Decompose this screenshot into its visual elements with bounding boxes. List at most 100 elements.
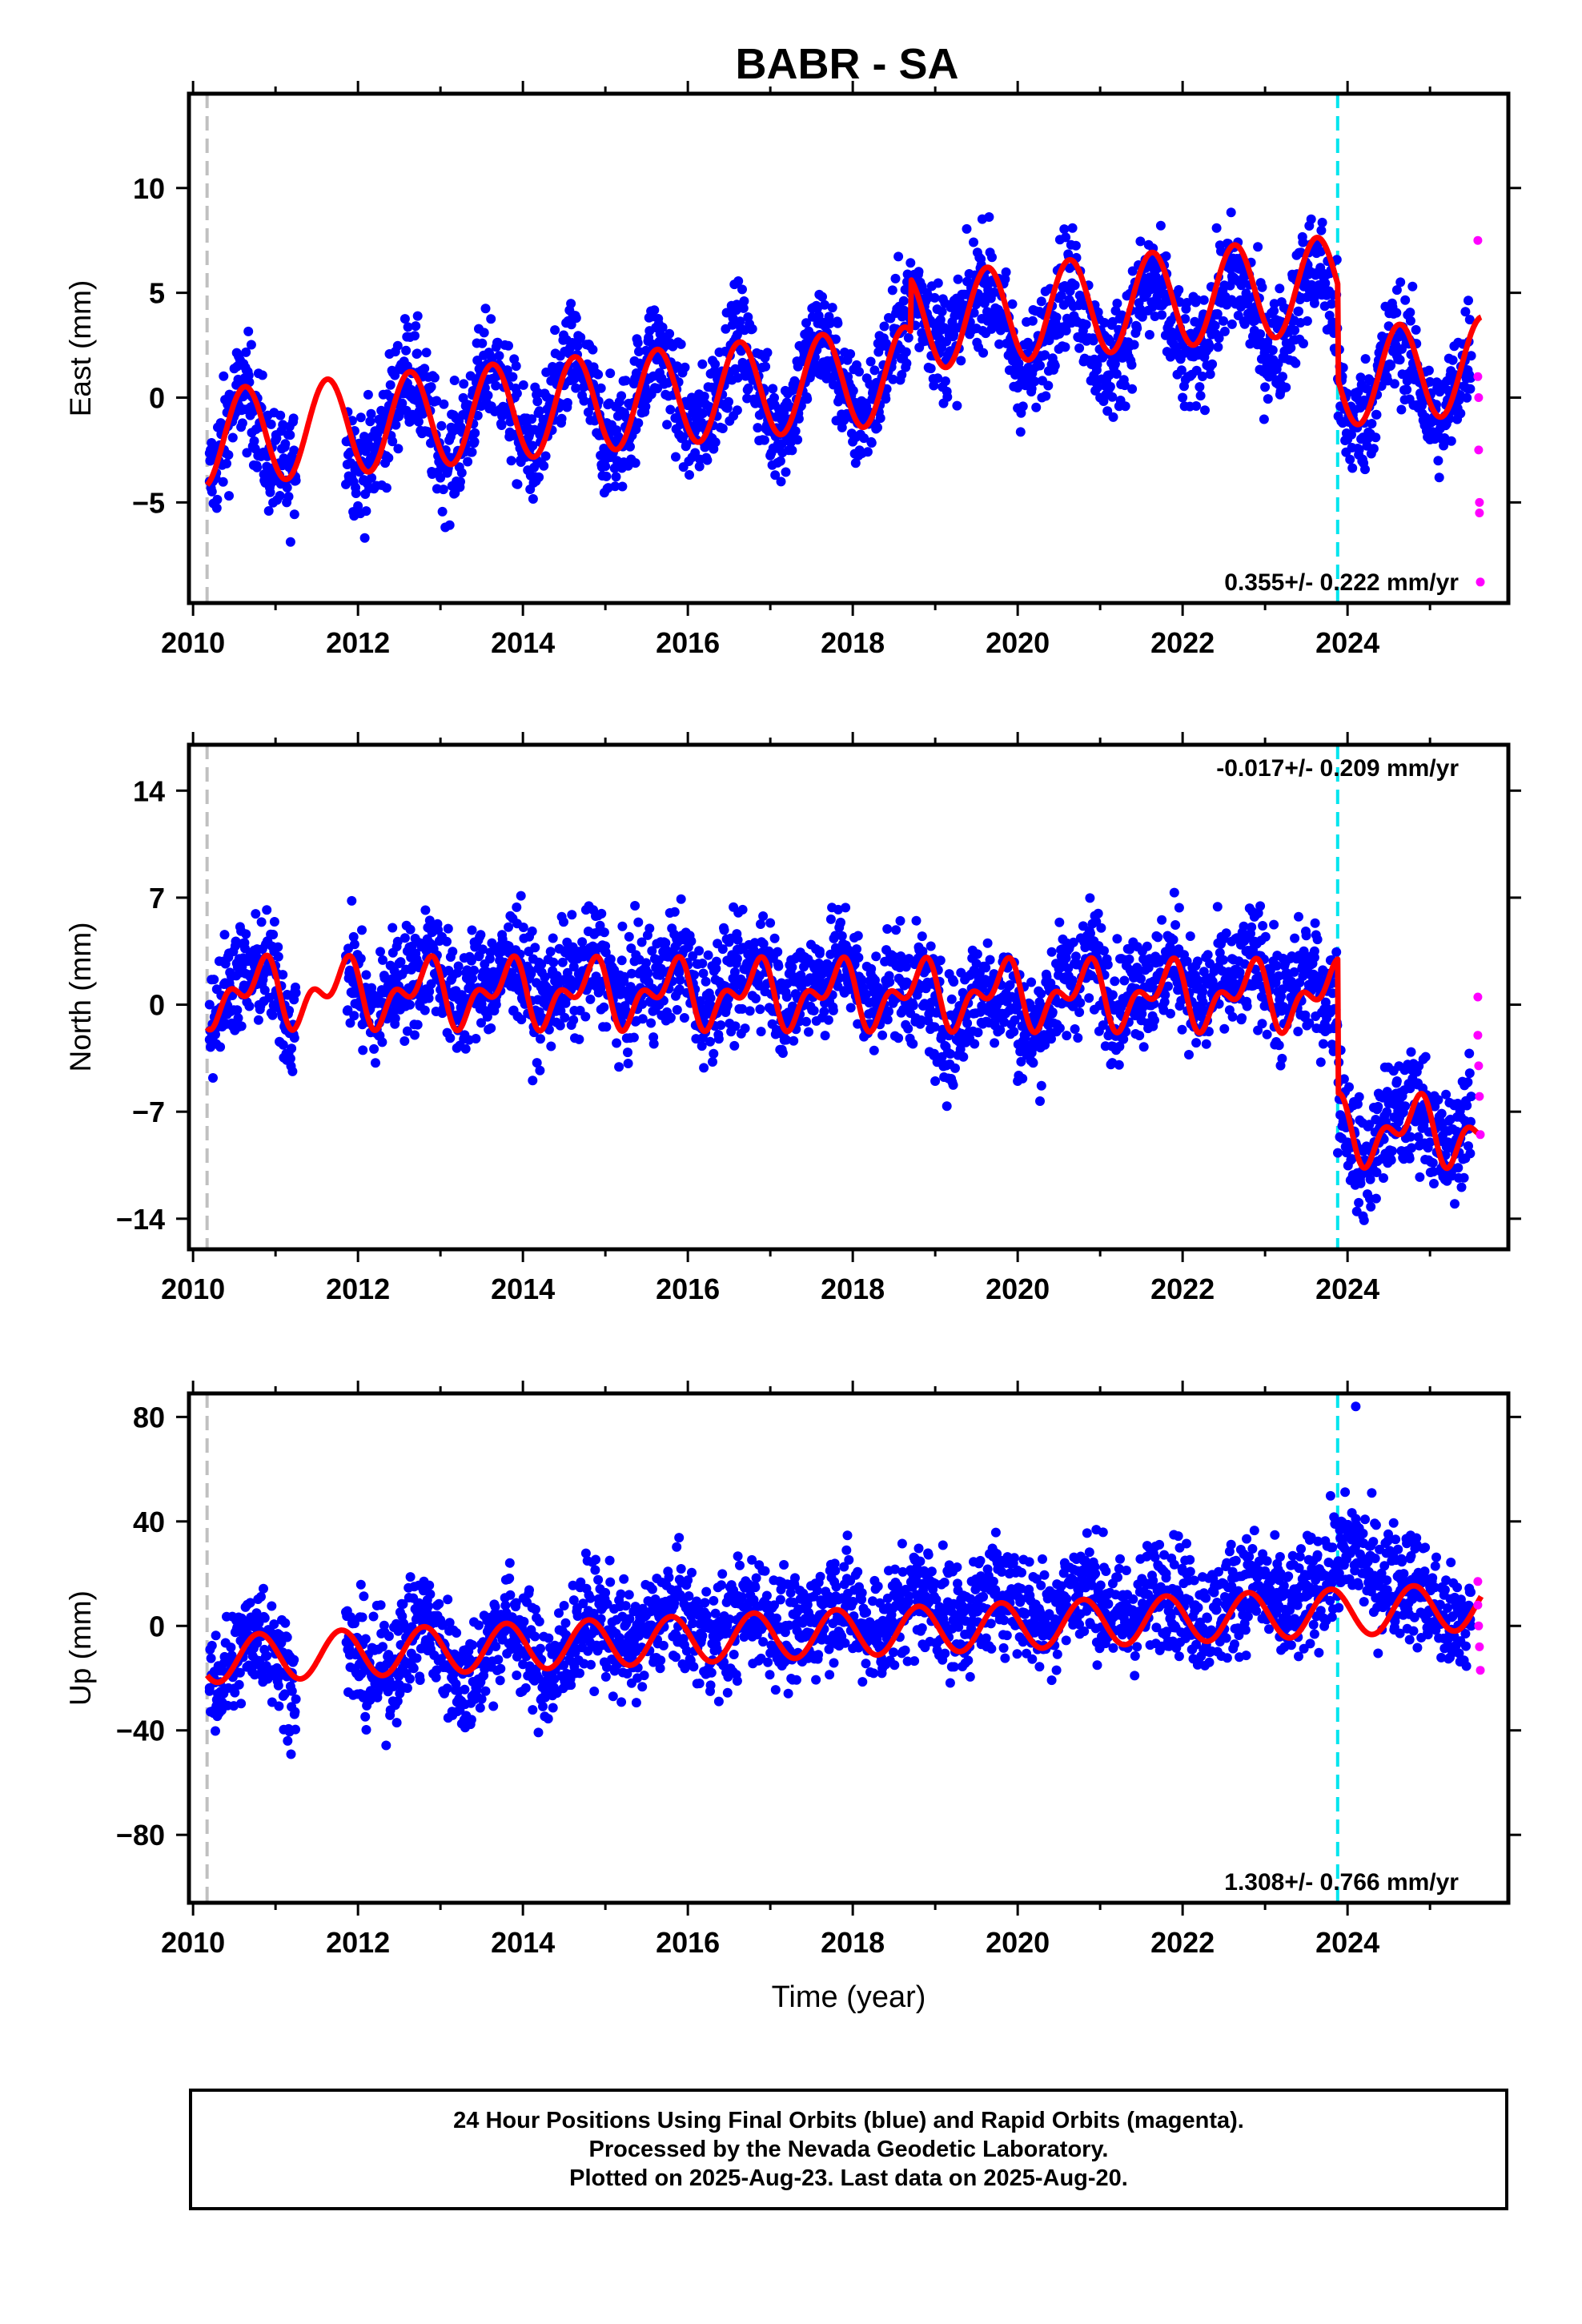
east-final-orbit-point xyxy=(556,413,567,424)
east-final-orbit-point xyxy=(1386,360,1396,371)
east-final-orbit-point xyxy=(737,284,747,295)
east-final-orbit-point xyxy=(402,361,412,372)
east-final-orbit-point xyxy=(739,296,749,306)
east-final-orbit-point xyxy=(611,472,621,482)
east-final-orbit-point xyxy=(219,371,229,381)
north-final-orbit-point xyxy=(689,970,699,980)
east-final-orbit-point xyxy=(768,384,778,394)
east-final-orbit-point xyxy=(937,307,947,317)
east-final-orbit-point xyxy=(438,485,448,495)
east-final-orbit-point xyxy=(1176,365,1186,376)
east-final-orbit-point xyxy=(1466,351,1476,361)
north-final-orbit-point xyxy=(882,1015,893,1025)
east-final-orbit-point xyxy=(508,372,518,382)
east-final-orbit-point xyxy=(1465,384,1476,394)
east-final-orbit-point xyxy=(397,398,408,408)
north-final-orbit-point xyxy=(945,1049,955,1059)
north-final-orbit-point xyxy=(820,1031,830,1041)
north-final-orbit-point xyxy=(950,1063,960,1073)
north-final-orbit-point xyxy=(471,1034,481,1043)
north-final-orbit-point xyxy=(990,1038,1000,1048)
east-final-orbit-point xyxy=(359,533,370,543)
east-final-orbit-point xyxy=(781,467,791,477)
north-final-orbit-point xyxy=(482,1011,492,1022)
north-plot-area xyxy=(204,745,1485,1249)
north-final-orbit-point xyxy=(405,924,416,935)
east-final-orbit-point xyxy=(1213,342,1223,352)
north-final-orbit-point xyxy=(1294,911,1303,922)
east-final-orbit-point xyxy=(1093,382,1103,392)
east-final-orbit-point xyxy=(833,318,843,328)
east-final-orbit-point xyxy=(540,451,551,461)
east-final-orbit-point xyxy=(1353,387,1363,397)
east-final-orbit-point xyxy=(929,380,939,391)
north-final-orbit-point xyxy=(349,1011,359,1021)
north-final-orbit-point xyxy=(1169,887,1179,898)
north-final-orbit-point xyxy=(605,954,616,964)
north-final-orbit-point xyxy=(526,968,536,979)
north-final-orbit-point xyxy=(985,955,995,965)
north-final-orbit-point xyxy=(871,951,881,962)
north-final-orbit-point xyxy=(1085,893,1095,903)
north-final-orbit-point xyxy=(424,987,435,996)
east-final-orbit-point xyxy=(283,492,294,502)
north-final-orbit-point xyxy=(636,937,647,947)
north-final-orbit-point xyxy=(949,977,959,987)
north-final-orbit-point xyxy=(804,1027,813,1037)
east-final-orbit-point xyxy=(1391,285,1402,296)
north-final-orbit-point xyxy=(256,917,267,927)
north-final-orbit-point xyxy=(528,1076,538,1086)
north-final-orbit-point xyxy=(1119,975,1130,986)
north-final-orbit-point xyxy=(619,971,629,982)
north-final-orbit-point xyxy=(1274,1040,1284,1051)
east-final-orbit-point xyxy=(1007,299,1018,309)
east-final-orbit-point xyxy=(539,460,549,471)
east-final-orbit-point xyxy=(207,486,217,497)
east-final-orbit-point xyxy=(534,472,544,482)
north-final-orbit-point xyxy=(1098,1020,1108,1031)
east-final-orbit-point xyxy=(1446,436,1456,446)
north-final-orbit-point xyxy=(637,999,648,1009)
north-final-orbit-point xyxy=(251,909,261,919)
east-final-orbit-point xyxy=(921,287,932,298)
east-final-orbit-point xyxy=(472,410,483,420)
east-final-orbit-point xyxy=(830,334,841,344)
north-final-orbit-point xyxy=(623,1059,633,1068)
east-final-orbit-point xyxy=(762,348,773,358)
east-final-orbit-point xyxy=(1447,355,1458,365)
east-final-orbit-point xyxy=(1462,392,1472,403)
east-final-orbit-point xyxy=(1120,401,1130,412)
east-final-orbit-point xyxy=(400,314,410,324)
north-final-orbit-point xyxy=(756,1027,766,1037)
east-final-orbit-point xyxy=(436,472,446,483)
east-final-orbit-point xyxy=(249,436,259,446)
east-final-orbit-point xyxy=(282,482,292,493)
north-final-orbit-point xyxy=(698,968,709,979)
north-final-orbit-point xyxy=(930,1022,940,1032)
north-final-orbit-point xyxy=(697,959,708,968)
east-final-orbit-point xyxy=(1331,255,1342,265)
north-final-orbit-point xyxy=(232,1005,243,1015)
north-final-orbit-point xyxy=(1365,1174,1375,1184)
north-panel: 2010 2012 2014 2016 2018 2020 2022 20241470−7−1… xyxy=(64,732,1521,1305)
east-final-orbit-point xyxy=(1345,454,1355,464)
east-final-orbit-point xyxy=(1302,316,1312,326)
north-final-orbit-point xyxy=(262,905,272,915)
east-final-orbit-point xyxy=(1263,394,1273,404)
north-final-orbit-point xyxy=(624,931,634,942)
north-final-orbit-point xyxy=(585,994,596,1004)
north-final-orbit-point xyxy=(1177,1024,1187,1035)
north-final-orbit-point xyxy=(756,919,765,929)
east-final-orbit-point xyxy=(897,308,907,319)
east-final-orbit-point xyxy=(1211,223,1222,233)
east-rapid-orbit-point xyxy=(1475,509,1484,517)
north-final-orbit-point xyxy=(730,1021,741,1031)
north-final-orbit-point xyxy=(882,924,893,934)
east-final-orbit-point xyxy=(1354,444,1364,455)
north-final-orbit-point xyxy=(1331,947,1342,957)
north-final-orbit-point xyxy=(1257,1019,1267,1029)
east-final-orbit-point xyxy=(1444,413,1455,424)
north-final-orbit-point xyxy=(1235,967,1245,978)
east-final-orbit-point xyxy=(984,212,994,222)
north-final-orbit-point xyxy=(1054,1023,1065,1033)
